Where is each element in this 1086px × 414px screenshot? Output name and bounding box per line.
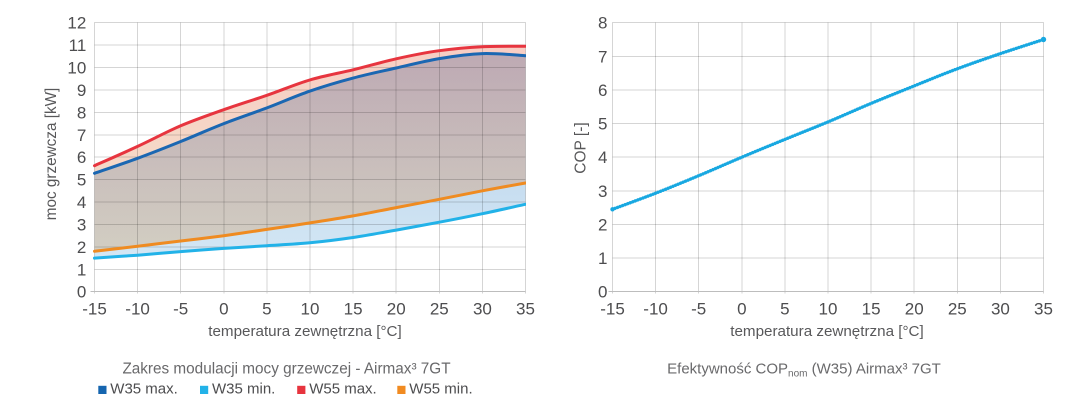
svg-text:6: 6 (77, 148, 86, 167)
svg-text:10: 10 (67, 59, 86, 78)
svg-text:3: 3 (598, 182, 607, 201)
svg-text:-15: -15 (82, 300, 107, 319)
svg-text:8: 8 (598, 14, 607, 33)
svg-text:temperatura zewnętrzna [°C]: temperatura zewnętrzna [°C] (730, 323, 923, 340)
svg-text:3: 3 (77, 215, 86, 234)
svg-text:15: 15 (344, 300, 363, 319)
svg-text:-5: -5 (691, 300, 706, 319)
svg-text:5: 5 (77, 171, 86, 190)
svg-text:COP [-]: COP [-] (573, 122, 590, 173)
svg-text:moc grzewcza [kW]: moc grzewcza [kW] (43, 88, 60, 221)
svg-text:25: 25 (948, 300, 967, 319)
svg-text:20: 20 (387, 300, 406, 319)
svg-text:0: 0 (219, 300, 228, 319)
svg-text:0: 0 (598, 283, 607, 302)
svg-text:4: 4 (598, 148, 607, 167)
svg-text:10: 10 (819, 300, 838, 319)
svg-text:Zakres modulacji mocy grzewcze: Zakres modulacji mocy grzewczej - Airmax… (122, 360, 450, 377)
svg-text:-15: -15 (600, 300, 625, 319)
svg-text:W35 max.: W35 max. (110, 381, 178, 398)
svg-text:30: 30 (991, 300, 1010, 319)
svg-text:-10: -10 (125, 300, 150, 319)
svg-text:9: 9 (77, 81, 86, 100)
svg-text:W35 min.: W35 min. (212, 381, 275, 398)
svg-text:5: 5 (262, 300, 271, 319)
svg-text:12: 12 (67, 14, 86, 33)
svg-text:30: 30 (473, 300, 492, 319)
svg-text:5: 5 (598, 115, 607, 134)
svg-text:35: 35 (1034, 300, 1053, 319)
svg-text:35: 35 (516, 300, 535, 319)
svg-text:2: 2 (598, 215, 607, 234)
svg-text:4: 4 (77, 193, 86, 212)
svg-text:Efektywność COPnom (W35) Airma: Efektywność COPnom (W35) Airmax³ 7GT (667, 360, 941, 379)
svg-text:5: 5 (780, 300, 789, 319)
svg-text:temperatura zewnętrzna [°C]: temperatura zewnętrzna [°C] (208, 323, 401, 340)
svg-text:1: 1 (598, 249, 607, 268)
svg-text:7: 7 (77, 126, 86, 145)
svg-text:7: 7 (598, 47, 607, 66)
svg-text:8: 8 (77, 103, 86, 122)
svg-text:15: 15 (862, 300, 881, 319)
svg-text:0: 0 (77, 283, 86, 302)
svg-text:2: 2 (77, 238, 86, 257)
svg-text:10: 10 (301, 300, 320, 319)
svg-text:11: 11 (69, 36, 87, 55)
svg-text:0: 0 (737, 300, 746, 319)
svg-text:20: 20 (905, 300, 924, 319)
svg-text:W55 min.: W55 min. (409, 381, 472, 398)
svg-text:-5: -5 (173, 300, 188, 319)
svg-text:W55 max.: W55 max. (309, 381, 377, 398)
svg-text:1: 1 (77, 260, 86, 279)
svg-text:25: 25 (430, 300, 449, 319)
svg-text:-10: -10 (643, 300, 668, 319)
svg-text:6: 6 (598, 81, 607, 100)
